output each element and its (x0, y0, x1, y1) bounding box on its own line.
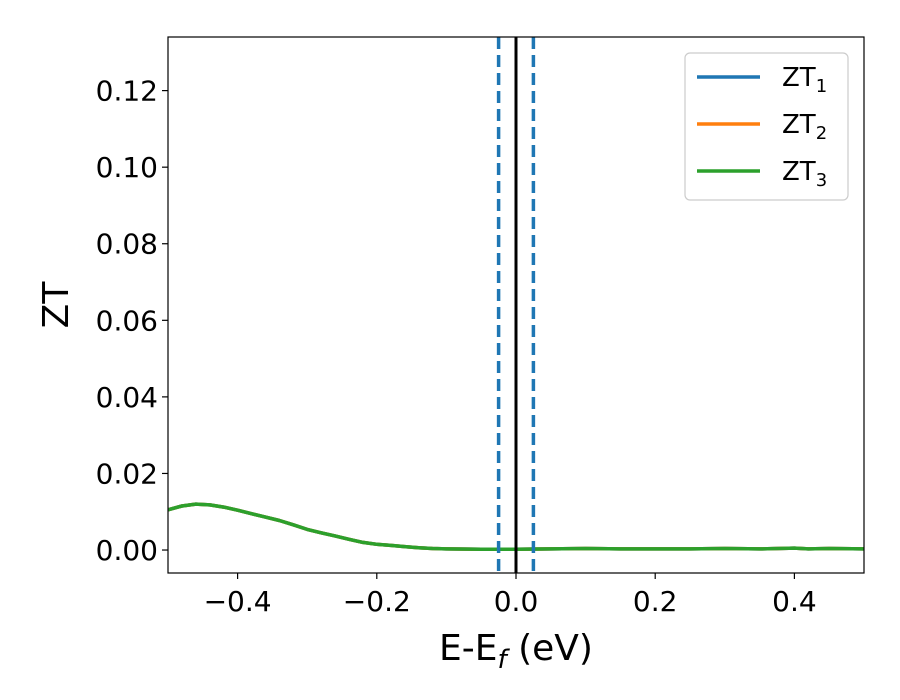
x-tick-label: −0.4 (204, 585, 272, 618)
x-tick-label: −0.2 (343, 585, 411, 618)
x-axis-label-unit: (eV) (507, 628, 593, 669)
legend-label-subscript: 2 (816, 123, 827, 144)
legend-label-prefix: ZT (782, 157, 816, 187)
axes: −0.4 −0.2 0.0 0.2 0.4 0.00 0.02 0.04 0.06 0.08 0.1… (36, 36, 865, 675)
y-tick-label: 0.02 (96, 457, 158, 490)
legend-box (684, 52, 849, 201)
plot-area (168, 37, 864, 573)
y-tick-label: 0.04 (96, 381, 158, 414)
x-tick-label: 0.0 (494, 585, 539, 618)
legend-label-prefix: ZT (782, 63, 816, 93)
plot-clipped-group (168, 37, 864, 573)
legend-label-prefix: ZT (782, 110, 816, 140)
legend-label-subscript: 3 (816, 170, 827, 191)
y-tick-label: 0.06 (96, 304, 158, 337)
x-tick-label: 0.2 (633, 585, 678, 618)
x-axis-label-main: E-E (439, 628, 497, 669)
x-tick-label: 0.4 (772, 585, 817, 618)
y-tick-label: 0.00 (96, 534, 158, 567)
x-axis-label: E-Ef (eV) (439, 628, 593, 675)
legend-label-subscript: 1 (816, 76, 827, 97)
legend-label-zt1: ZT1 (782, 63, 827, 97)
y-tick-label: 0.08 (96, 228, 158, 261)
legend-label-zt3: ZT3 (782, 157, 827, 191)
y-tick-label: 0.12 (96, 75, 158, 108)
series-line-zt3 (168, 502, 864, 552)
y-axis-label: ZT (36, 281, 77, 329)
legend-label-zt2: ZT2 (782, 110, 827, 144)
y-tick-label: 0.10 (96, 151, 158, 184)
